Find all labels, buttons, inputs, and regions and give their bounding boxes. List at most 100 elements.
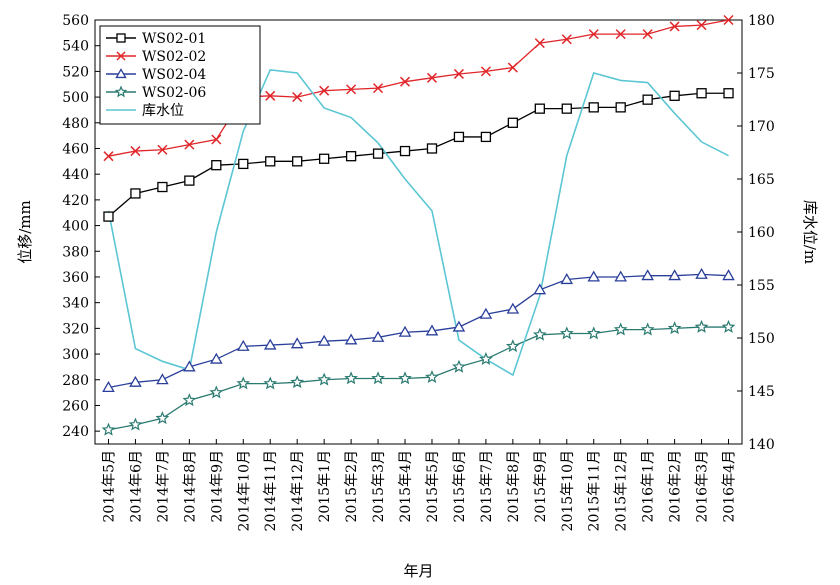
data-point: [319, 85, 330, 96]
data-point: [694, 319, 709, 333]
series-line-4: [107, 68, 729, 377]
data-point: [156, 373, 169, 385]
data-point: [561, 103, 572, 114]
x-tick-label: 2015年7月: [479, 450, 495, 523]
y-tick-label-left: 440: [62, 167, 89, 183]
legend-label: 库水位: [142, 103, 184, 119]
data-point: [263, 338, 277, 350]
x-tick-label: 2016年1月: [641, 450, 657, 523]
data-point: [236, 339, 250, 351]
y-tick-label-left: 480: [62, 116, 89, 132]
x-tick-label: 2015年5月: [425, 450, 441, 523]
y-tick-label-left: 340: [62, 296, 89, 312]
y-tick-label-right: 165: [748, 172, 775, 188]
data-point: [128, 417, 143, 431]
y-tick-label-left: 500: [62, 90, 89, 106]
data-point: [371, 371, 385, 385]
x-tick-label: 2015年1月: [317, 450, 333, 523]
x-tick-label: 2014年7月: [155, 450, 171, 523]
x-tick-label: 2014年9月: [209, 450, 225, 523]
y-tick-label-left: 560: [62, 13, 89, 29]
y-tick-label-right: 160: [748, 225, 775, 241]
data-point: [640, 322, 655, 336]
y-tick-label-left: 240: [62, 424, 89, 440]
data-point: [479, 352, 493, 366]
data-point: [534, 38, 545, 49]
data-point: [723, 88, 734, 99]
data-point: [614, 270, 627, 282]
series-line-2: [108, 273, 729, 389]
data-point: [263, 376, 278, 390]
y-tick-label-right: 170: [748, 119, 775, 135]
data-point: [182, 393, 197, 407]
y-tick-label-left: 460: [62, 141, 89, 157]
y-tick-label-left: 260: [62, 398, 89, 414]
data-point: [668, 269, 681, 281]
data-point: [586, 326, 601, 340]
data-point: [667, 321, 682, 335]
x-tick-label: 2015年9月: [533, 450, 549, 523]
y-tick-label-left: 420: [62, 193, 89, 209]
data-point: [130, 188, 141, 199]
x-tick-label: 2016年2月: [668, 450, 684, 523]
x-tick-label: 2014年5月: [101, 450, 117, 523]
data-point: [723, 14, 734, 26]
legend-label: WS02-02: [142, 49, 206, 65]
data-point: [184, 139, 195, 150]
data-point: [130, 146, 141, 157]
data-point: [452, 359, 466, 373]
data-point: [373, 83, 384, 94]
data-point: [209, 385, 224, 399]
data-point: [669, 90, 680, 101]
data-point: [210, 352, 223, 364]
legend-marker: [115, 68, 127, 79]
data-point: [103, 151, 114, 162]
y-tick-label-left: 360: [62, 270, 89, 286]
legend-label: WS02-01: [142, 31, 206, 47]
legend-box: [99, 25, 261, 125]
x-tick-label: 2014年12月: [290, 450, 306, 531]
data-point: [265, 156, 276, 167]
data-point: [425, 324, 439, 336]
data-point: [129, 375, 142, 387]
data-point: [211, 134, 222, 145]
data-point: [588, 102, 599, 113]
y-tick-label-left: 380: [62, 244, 89, 260]
data-point: [184, 175, 195, 186]
x-axis-title: 年月: [403, 562, 433, 580]
data-point: [236, 376, 251, 390]
data-point: [453, 68, 464, 79]
data-point: [344, 333, 358, 345]
data-point: [641, 269, 654, 281]
data-point: [533, 283, 547, 295]
data-point: [506, 302, 520, 314]
data-point: [103, 211, 114, 222]
data-point: [345, 151, 357, 162]
y-tick-label-right: 145: [748, 384, 775, 400]
x-tick-label: 2015年10月: [560, 450, 576, 531]
data-point: [399, 76, 411, 87]
legend: WS02-01 WS02-02 WS02-04 WS02-06 库水位: [99, 25, 261, 125]
x-tick-label: 2016年4月: [722, 450, 738, 523]
data-point: [398, 325, 412, 337]
data-point: [669, 21, 680, 32]
data-point: [344, 371, 358, 385]
y-tick-label-right: 180: [748, 13, 775, 29]
y-tick-label-left: 320: [62, 321, 89, 337]
data-point: [399, 145, 411, 157]
data-point: [292, 156, 303, 167]
y-axis-title-left: 位移/mm: [16, 200, 34, 264]
x-tick-label: 2014年11月: [263, 450, 279, 531]
data-point: [398, 371, 412, 385]
data-point: [318, 153, 330, 164]
x-tick-label: 2015年8月: [506, 450, 522, 523]
y-tick-label-right: 140: [748, 437, 775, 453]
x-tick-label: 2015年2月: [344, 450, 360, 523]
y-tick-label-right: 155: [748, 278, 775, 294]
x-tick-label: 2016年3月: [695, 450, 711, 523]
data-point: [372, 148, 384, 159]
data-point: [452, 320, 466, 332]
data-point: [615, 102, 626, 113]
data-point: [613, 322, 628, 336]
